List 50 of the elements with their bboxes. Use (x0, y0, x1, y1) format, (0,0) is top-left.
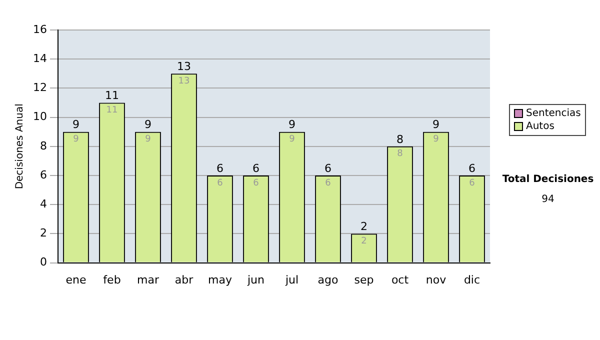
y-tick-label: 14 (32, 52, 47, 65)
y-axis-title: Decisiones Anual (14, 104, 26, 190)
total-label: 6 (324, 162, 332, 175)
data-label: 6 (325, 178, 332, 188)
text: Total Decisiones (501, 173, 595, 187)
x-tick-label: mar (137, 273, 160, 286)
total-label: 13 (177, 60, 191, 74)
y-tick-label: 10 (32, 110, 47, 124)
x-tick-label: feb (103, 273, 121, 286)
data-label: 13 (178, 76, 190, 86)
total-label: 9 (144, 118, 152, 132)
data-label: 11 (106, 106, 118, 116)
data-label: 6 (217, 178, 224, 188)
x-tick-label: abr (174, 273, 194, 286)
data-label: 9 (145, 134, 152, 145)
y-tick-label: 4 (40, 197, 47, 210)
x-tick-label: dic (464, 273, 480, 286)
total-label: 2 (360, 220, 368, 234)
x-tick-label: nov (426, 273, 447, 286)
x-tick-label: may (208, 273, 232, 286)
x-tick-label: oct (391, 273, 410, 286)
data-label: 6 (469, 178, 476, 188)
y-tick-label: 6 (40, 168, 47, 182)
total-label: 11 (104, 89, 119, 102)
data-label: 8 (397, 149, 404, 160)
data-label: 6 (253, 178, 260, 188)
total-label: 9 (72, 118, 80, 132)
x-tick-label: jun (246, 273, 265, 286)
data-label: 9 (289, 134, 296, 145)
y-tick-label: 2 (40, 226, 47, 240)
x-tick-label: jul (284, 273, 299, 286)
total-label: 9 (288, 118, 296, 132)
x-tick-label: ene (66, 273, 86, 286)
y-tick-label: 8 (40, 139, 47, 152)
text: 94 (540, 193, 556, 207)
total-label: 9 (432, 118, 440, 132)
total-label: 6 (252, 162, 260, 175)
x-tick-label: sep (354, 273, 374, 286)
total-label: 6 (468, 162, 476, 175)
total-label: 8 (396, 132, 404, 146)
legend-label: Sentencias (526, 107, 581, 120)
data-label: 9 (433, 134, 440, 145)
y-tick-label: 12 (32, 81, 47, 94)
data-label: 2 (361, 236, 367, 247)
x-tick-label: ago (318, 273, 338, 286)
y-tick-label: 0 (40, 256, 47, 269)
data-label: 9 (73, 134, 80, 145)
total-label: 6 (216, 162, 224, 175)
legend-label: Autos (526, 120, 554, 133)
y-tick-label: 16 (32, 22, 47, 36)
